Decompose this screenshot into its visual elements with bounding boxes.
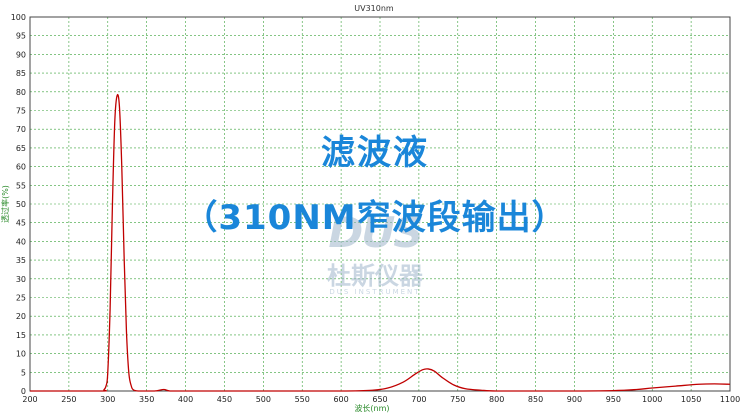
- x-tick-label: 400: [178, 395, 193, 404]
- y-tick-label: 65: [16, 144, 26, 153]
- y-tick-label: 95: [16, 32, 26, 41]
- x-tick-label: 1100: [720, 395, 740, 404]
- x-axis-ticks: 200 250 300 350 400 450 500 550 600 650 700 750 800 8…: [22, 395, 740, 404]
- overlay-subtitle: （310NM窄波段输出）: [183, 198, 567, 238]
- watermark-company: 杜斯仪器: [327, 262, 423, 290]
- x-tick-label: 950: [606, 395, 621, 404]
- y-tick-label: 15: [16, 331, 26, 340]
- y-tick-label: 75: [16, 107, 26, 116]
- y-tick-label: 100: [11, 13, 26, 22]
- y-tick-label: 70: [16, 125, 26, 134]
- y-tick-label: 35: [16, 256, 26, 265]
- x-tick-label: 300: [100, 395, 115, 404]
- x-axis-title: 波长(nm): [354, 403, 389, 413]
- x-tick-label: 750: [450, 395, 465, 404]
- transmittance-series-line: [30, 93, 731, 392]
- y-tick-label: 60: [16, 163, 26, 172]
- watermark-logo: DUS: [328, 208, 423, 257]
- x-tick-label: 1000: [642, 395, 662, 404]
- watermark-tagline: DUS INSTRUMENT: [329, 288, 421, 296]
- x-tick-label: 900: [567, 395, 582, 404]
- x-tick-label: 650: [372, 395, 387, 404]
- x-tick-label: 500: [256, 395, 271, 404]
- x-tick-label: 200: [22, 395, 37, 404]
- y-tick-label: 55: [16, 181, 26, 190]
- y-tick-label: 40: [16, 237, 26, 246]
- y-axis-title: 透过率(%): [0, 185, 10, 223]
- plot-frame: [29, 16, 731, 392]
- x-tick-label: 1050: [681, 395, 701, 404]
- y-tick-label: 45: [16, 219, 26, 228]
- x-tick-label: 450: [217, 395, 232, 404]
- x-tick-label: 550: [295, 395, 310, 404]
- y-axis-ticks: 0 5 10 15 20 25 30 35 40 45 50 55 60 65 70 75 80 85 90 95 10…: [11, 13, 26, 396]
- y-tick-label: 30: [16, 275, 26, 284]
- y-tick-label: 80: [16, 88, 26, 97]
- x-tick-label: 250: [61, 395, 76, 404]
- y-tick-label: 0: [21, 387, 26, 396]
- y-tick-label: 50: [16, 200, 26, 209]
- x-tick-label: 800: [489, 395, 504, 404]
- y-tick-label: 20: [16, 312, 26, 321]
- overlay-title: 滤波液: [321, 133, 429, 173]
- x-tick-label: 700: [411, 395, 426, 404]
- y-tick-label: 10: [16, 350, 26, 359]
- chart-title: UV310nm: [354, 4, 394, 13]
- x-tick-label: 850: [528, 395, 543, 404]
- y-tick-label: 90: [16, 50, 26, 59]
- x-tick-label: 350: [139, 395, 154, 404]
- y-tick-label: 5: [21, 368, 26, 377]
- y-tick-label: 25: [16, 294, 26, 303]
- grid: [30, 17, 730, 391]
- y-tick-label: 85: [16, 69, 26, 78]
- x-tick-label: 600: [333, 395, 348, 404]
